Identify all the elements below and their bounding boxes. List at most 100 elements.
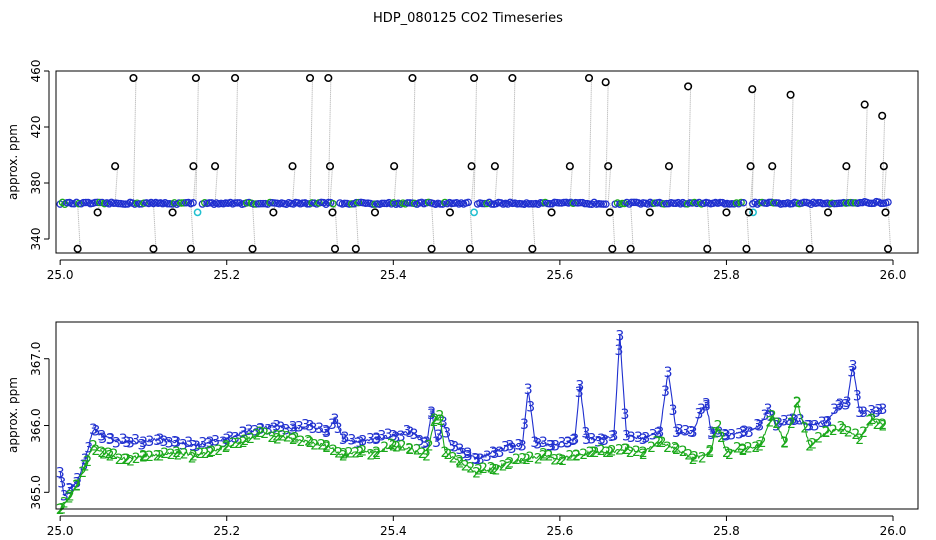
bottom-series-marker-2: 2 xyxy=(405,441,414,457)
top-outlier-point xyxy=(288,162,297,171)
bottom-series-marker-3: 3 xyxy=(818,415,827,431)
bottom-series-marker-3: 3 xyxy=(397,429,406,445)
top-outlier-point xyxy=(467,162,476,171)
bottom-series-marker-3: 3 xyxy=(295,420,304,436)
bottom-series-marker-3: 3 xyxy=(256,422,265,438)
top-spike-trace xyxy=(611,203,616,249)
top-spike-trace xyxy=(192,166,197,204)
bottom-series-marker-2: 2 xyxy=(586,445,595,461)
bottom-series-marker-3: 3 xyxy=(608,429,617,445)
bottom-series-marker-2: 2 xyxy=(622,442,631,458)
bottom-series-marker-3: 3 xyxy=(557,435,566,451)
bottom-series-marker-2: 2 xyxy=(859,425,868,441)
top-spike-trace xyxy=(449,203,453,213)
bottom-series-marker-2: 2 xyxy=(317,437,326,453)
bottom-series-marker-2: 2 xyxy=(121,452,130,468)
bottom-series-marker-3: 3 xyxy=(702,398,711,414)
top-baseline-point xyxy=(846,198,855,207)
bottom-series-marker-3: 3 xyxy=(526,399,535,415)
top-outlier-point xyxy=(370,208,380,217)
bottom-series-marker-3: 3 xyxy=(264,422,273,438)
top-spike-trace xyxy=(607,166,612,204)
top-baseline-point xyxy=(576,198,584,207)
top-spike-trace xyxy=(609,203,613,213)
bottom-series-marker-3: 3 xyxy=(420,436,429,452)
top-spike-trace xyxy=(725,203,730,213)
bottom-series-marker-3: 3 xyxy=(309,421,318,437)
bottom-series-marker-2: 2 xyxy=(188,450,197,466)
bottom-series-marker-2: 2 xyxy=(839,422,848,438)
bottom-series-marker-3: 3 xyxy=(427,407,436,423)
bottom-series-marker-2: 2 xyxy=(189,449,198,465)
bottom-series-marker-3: 3 xyxy=(780,414,789,430)
bottom-series-marker-3: 3 xyxy=(139,435,148,451)
bottom-series-marker-2: 2 xyxy=(684,448,693,464)
bottom-series-marker-2: 2 xyxy=(821,424,830,440)
bottom-series-marker-2: 2 xyxy=(356,445,365,461)
bottom-series-marker-2: 2 xyxy=(443,447,452,463)
top-baseline-point xyxy=(597,200,605,208)
bottom-series-marker-3: 3 xyxy=(805,419,814,435)
bottom-series-marker-3: 3 xyxy=(192,439,201,455)
bottom-series-marker-3: 3 xyxy=(464,449,473,465)
bottom-series-marker-2: 2 xyxy=(267,430,276,446)
bottom-series-marker-2: 2 xyxy=(380,440,389,456)
bottom-series-marker-2: 2 xyxy=(289,432,298,448)
bottom-series-line-3 xyxy=(59,333,884,497)
bottom-series-marker-3: 3 xyxy=(281,422,290,438)
top-outlier-point xyxy=(746,162,755,171)
bottom-series-marker-2: 2 xyxy=(822,425,831,441)
bottom-series-marker-2: 2 xyxy=(671,440,680,456)
top-outlier-point xyxy=(605,208,614,217)
bottom-series-marker-3: 3 xyxy=(57,475,66,491)
bottom-series-marker-2: 2 xyxy=(115,452,124,468)
top-spike-trace xyxy=(745,203,750,249)
bottom-series-marker-3: 3 xyxy=(772,419,781,435)
bottom-series-marker-2: 2 xyxy=(60,495,69,511)
bottom-series-marker-3: 3 xyxy=(483,449,492,465)
bottom-series-marker-2: 2 xyxy=(658,435,667,451)
bottom-series-marker-2: 2 xyxy=(156,449,165,465)
bottom-series-marker-3: 3 xyxy=(56,465,65,481)
bottom-series-marker-3: 3 xyxy=(272,419,281,435)
bottom-series-marker-3: 3 xyxy=(269,421,278,437)
top-spike-trace xyxy=(77,203,81,249)
bottom-series-marker-3: 3 xyxy=(575,385,584,401)
top-baseline-point xyxy=(256,199,265,208)
bottom-series-marker-2: 2 xyxy=(605,445,614,461)
bottom-series-marker-2: 2 xyxy=(398,438,407,454)
bottom-series-marker-2: 2 xyxy=(855,432,864,448)
bottom-series-marker-2: 2 xyxy=(78,465,87,481)
bottom-series-marker-3: 3 xyxy=(289,419,298,435)
top-baseline-point xyxy=(856,198,864,207)
bottom-series-marker-2: 2 xyxy=(89,439,98,455)
bottom-series-marker-3: 3 xyxy=(745,425,754,441)
bottom-series-marker-2: 2 xyxy=(706,444,715,460)
bottom-series-marker-2: 2 xyxy=(780,435,789,451)
bottom-series-marker-2: 2 xyxy=(418,446,427,462)
bottom-series-marker-3: 3 xyxy=(432,435,441,451)
bottom-series-marker-3: 3 xyxy=(755,419,764,435)
top-y-tick-label: 380 xyxy=(29,172,43,195)
top-spike-trace xyxy=(332,203,336,213)
top-outlier-point xyxy=(129,73,138,83)
bottom-series-marker-3: 3 xyxy=(569,433,578,449)
bottom-series-marker-2: 2 xyxy=(808,436,817,452)
bottom-series-marker-2: 2 xyxy=(698,450,707,466)
bottom-series-marker-3: 3 xyxy=(641,431,650,447)
top-baseline-point xyxy=(618,199,626,208)
top-spike-trace xyxy=(195,77,199,204)
bottom-series-marker-2: 2 xyxy=(339,449,348,465)
top-outlier-point xyxy=(149,244,158,253)
bottom-series-marker-2: 2 xyxy=(652,435,661,451)
bottom-series-marker-3: 3 xyxy=(697,402,706,418)
top-outlier-point xyxy=(248,244,257,253)
top-outlier-point xyxy=(878,111,887,120)
bottom-series-marker-3: 3 xyxy=(715,425,724,441)
top-baseline-point xyxy=(249,200,258,208)
top-baseline-point xyxy=(68,199,76,208)
bottom-series-marker-2: 2 xyxy=(489,462,498,478)
bottom-series-marker-2: 2 xyxy=(615,443,624,459)
bottom-series-marker-2: 2 xyxy=(865,413,874,429)
top-baseline-point xyxy=(329,199,337,208)
